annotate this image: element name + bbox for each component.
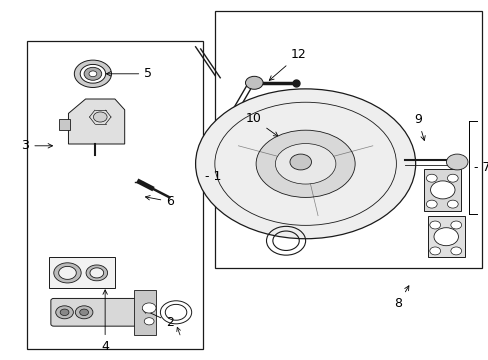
Text: 6: 6 [145,195,174,208]
Circle shape [80,309,88,315]
Text: - 7: - 7 [473,161,488,174]
Circle shape [429,181,454,199]
Bar [134,290,156,335]
Circle shape [429,247,440,255]
Text: 12: 12 [269,48,306,80]
Bar [427,216,464,257]
Circle shape [450,247,461,255]
Circle shape [289,154,311,170]
Circle shape [84,67,102,80]
Circle shape [245,76,263,89]
Text: 9: 9 [413,113,425,140]
Circle shape [75,306,93,319]
Circle shape [89,71,97,77]
FancyBboxPatch shape [51,298,142,326]
Text: 2: 2 [142,309,174,329]
Ellipse shape [256,130,354,197]
Bar [27,41,203,349]
Circle shape [433,228,458,246]
Text: - 1: - 1 [205,170,221,183]
Circle shape [447,200,457,208]
Bar [424,169,460,211]
Circle shape [56,306,73,319]
Ellipse shape [275,144,335,184]
Circle shape [60,309,69,315]
Circle shape [144,318,154,325]
Text: 3: 3 [21,139,52,152]
Circle shape [450,221,461,229]
Text: 8: 8 [394,286,408,310]
Text: 5: 5 [106,67,152,80]
Bar [49,257,115,288]
Bar [215,11,481,268]
Circle shape [446,154,467,170]
Circle shape [429,221,440,229]
Bar [59,119,70,130]
Text: 10: 10 [245,112,278,136]
Circle shape [426,200,436,208]
Ellipse shape [195,89,415,239]
Circle shape [93,112,107,122]
Circle shape [447,174,457,182]
Text: 4: 4 [101,290,109,353]
Circle shape [426,174,436,182]
Text: 11: 11 [285,175,301,198]
Circle shape [142,303,156,313]
Polygon shape [68,99,124,144]
